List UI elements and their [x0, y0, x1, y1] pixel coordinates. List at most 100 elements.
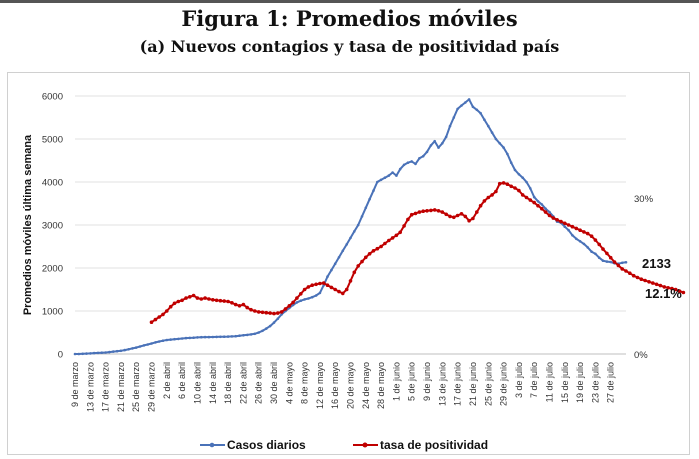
data-point-positividad — [379, 244, 383, 249]
data-point-casos — [318, 291, 322, 295]
data-point-casos — [127, 348, 130, 351]
data-point-casos — [81, 352, 84, 356]
data-point-casos — [433, 139, 437, 143]
data-point-casos — [398, 167, 402, 171]
y-tick-label: 1000 — [42, 307, 63, 318]
data-point-positividad — [589, 234, 594, 238]
data-point-casos — [444, 135, 448, 139]
data-point-casos — [134, 346, 138, 349]
data-point-positividad — [681, 290, 686, 295]
data-point-casos — [441, 142, 444, 145]
data-point-casos — [326, 275, 329, 278]
data-point-casos — [330, 268, 333, 272]
data-point-casos — [456, 107, 459, 111]
data-point-positividad — [299, 292, 303, 296]
data-point-positividad — [168, 304, 173, 309]
x-tick-label: 28 de mayo — [376, 362, 386, 409]
data-point-positividad — [314, 282, 318, 287]
data-point-positividad — [608, 255, 613, 260]
x-tick-label: 13 de marzo — [85, 362, 95, 412]
y-tick-label: 0 — [58, 350, 63, 361]
x-tick-label: 17 de junio — [453, 362, 463, 406]
data-point-casos — [509, 161, 513, 164]
data-point-casos — [475, 108, 479, 112]
x-tick-label: 8 de mayo — [300, 362, 310, 404]
data-point-casos — [230, 335, 234, 338]
data-point-positividad — [333, 287, 338, 292]
series-lines — [73, 98, 686, 356]
data-point-casos — [207, 335, 211, 339]
y-tick-label: 3000 — [42, 221, 63, 232]
data-point-casos — [142, 344, 146, 347]
figure-title: Figura 1: Promedios móviles — [181, 6, 518, 31]
data-point-positividad — [233, 302, 238, 307]
data-point-casos — [490, 131, 494, 134]
data-point-casos — [364, 206, 368, 210]
x-tick-label: 23 de julio — [590, 362, 600, 403]
data-point-casos — [620, 261, 624, 265]
data-point-positividad — [639, 277, 644, 282]
data-point-positividad — [432, 208, 437, 212]
data-point-positividad — [494, 189, 498, 194]
data-point-casos — [368, 197, 371, 201]
data-point-casos — [184, 336, 188, 340]
data-point-positividad — [478, 203, 483, 208]
data-point-positividad — [620, 267, 624, 271]
data-point-casos — [467, 98, 471, 101]
data-point-casos — [395, 174, 398, 177]
data-point-positividad — [440, 210, 445, 214]
data-point-casos — [200, 335, 203, 339]
data-point-casos — [483, 118, 486, 121]
data-point-casos — [452, 116, 456, 119]
legend-casos-marker — [209, 442, 215, 448]
x-tick-label: 17 de marzo — [101, 362, 111, 412]
data-point-casos — [540, 203, 544, 206]
y-axis-ticks: 0 1000 2000 3000 4000 5000 6000 — [42, 92, 63, 361]
data-point-casos — [265, 327, 268, 330]
data-point-positividad — [245, 305, 249, 310]
data-point-positividad — [222, 299, 226, 303]
data-point-positividad — [195, 296, 200, 300]
data-point-casos — [349, 236, 352, 240]
data-point-positividad — [153, 317, 158, 322]
data-point-casos — [341, 249, 345, 253]
data-point-positividad — [318, 281, 322, 286]
x-tick-label: 21 de junio — [468, 362, 478, 406]
data-point-casos — [387, 174, 391, 177]
data-point-positividad — [387, 238, 391, 243]
data-point-casos — [383, 176, 387, 179]
data-point-positividad — [256, 310, 261, 314]
data-point-casos — [513, 168, 517, 172]
data-point-positividad — [191, 293, 196, 298]
data-point-casos — [314, 294, 318, 297]
data-point-positividad — [452, 215, 456, 220]
data-point-positividad — [180, 298, 184, 303]
data-point-positividad — [413, 211, 418, 216]
data-point-casos — [249, 333, 253, 336]
data-point-casos — [196, 336, 199, 339]
data-point-positividad — [337, 289, 341, 294]
data-point-positividad — [517, 188, 521, 193]
data-point-casos — [161, 339, 165, 343]
data-point-positividad — [444, 212, 449, 217]
data-point-casos — [567, 228, 570, 232]
data-point-positividad — [574, 226, 579, 231]
data-point-positividad — [406, 217, 410, 222]
data-point-positividad — [375, 246, 380, 251]
data-point-casos — [165, 338, 169, 342]
legend-positividad-label: tasa de positividad — [380, 438, 488, 452]
data-point-casos — [479, 111, 482, 115]
data-point-positividad — [352, 270, 357, 275]
data-point-positividad — [463, 214, 468, 219]
data-point-casos — [295, 301, 299, 304]
data-point-casos — [414, 162, 417, 166]
x-tick-label: 26 de abril — [254, 362, 264, 404]
data-point-casos — [590, 250, 593, 253]
legend: Casos diarios tasa de positividad — [200, 438, 488, 452]
data-point-positividad — [302, 287, 307, 292]
data-point-positividad — [654, 282, 659, 287]
data-point-casos — [525, 180, 528, 184]
data-point-positividad — [409, 212, 414, 217]
data-point-casos — [276, 317, 280, 321]
data-point-casos — [597, 256, 601, 260]
